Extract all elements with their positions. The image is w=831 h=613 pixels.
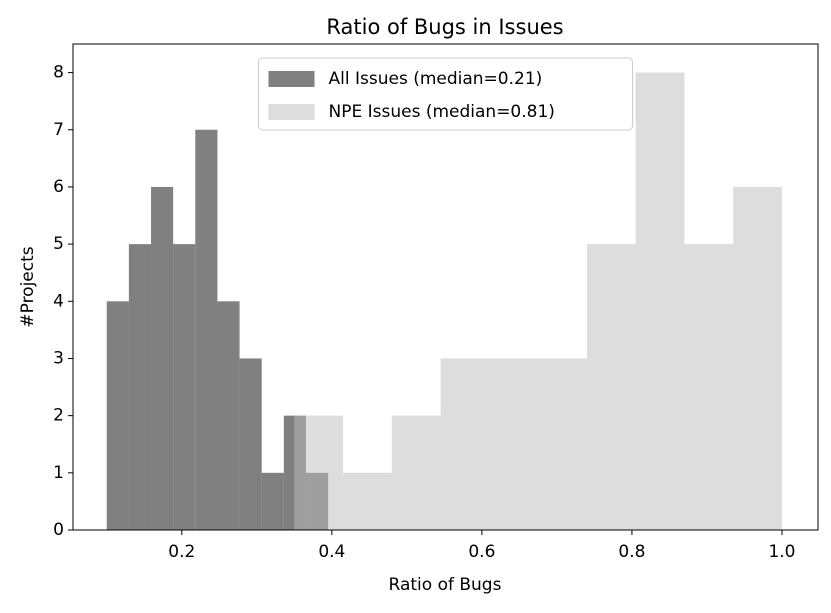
bar <box>489 358 539 530</box>
legend-label: NPE Issues (median=0.81) <box>329 102 555 122</box>
y-tick-label: 6 <box>53 177 64 197</box>
bar <box>684 244 734 530</box>
x-tick-label: 0.2 <box>168 542 195 562</box>
bar <box>391 415 441 530</box>
bar <box>635 72 685 531</box>
y-tick-label: 0 <box>53 520 64 540</box>
bar <box>173 244 196 530</box>
bar <box>440 358 490 530</box>
bar <box>538 358 587 530</box>
bar <box>128 244 152 530</box>
legend-swatch <box>268 104 315 120</box>
x-tick-label: 0.8 <box>618 542 645 562</box>
y-tick-label: 8 <box>53 63 64 83</box>
y-tick-label: 7 <box>53 120 64 140</box>
x-tick-label: 1.0 <box>768 542 795 562</box>
y-tick-label: 3 <box>53 348 64 368</box>
bar <box>151 186 174 531</box>
bar <box>261 472 284 530</box>
plot-frame <box>72 43 819 531</box>
x-tick-label: 0.6 <box>468 542 495 562</box>
bar <box>195 129 218 530</box>
y-axis-label: #Projects <box>18 246 38 327</box>
bar <box>586 244 636 530</box>
bar <box>343 472 392 530</box>
bar <box>294 415 344 530</box>
legend-label: All Issues (median=0.21) <box>329 69 543 89</box>
legend-box <box>258 57 633 131</box>
bar <box>733 186 782 531</box>
x-tick-label: 0.4 <box>318 542 345 562</box>
y-tick-label: 1 <box>53 463 64 483</box>
y-tick-label: 4 <box>53 291 64 311</box>
chart-title: Ratio of Bugs in Issues <box>326 15 563 39</box>
x-axis-label: Ratio of Bugs <box>389 575 502 595</box>
y-tick-label: 5 <box>53 234 64 254</box>
y-tick-label: 2 <box>53 406 64 426</box>
bar <box>106 301 129 530</box>
legend-swatch <box>268 71 315 87</box>
bar <box>217 301 240 530</box>
bar <box>239 358 262 530</box>
